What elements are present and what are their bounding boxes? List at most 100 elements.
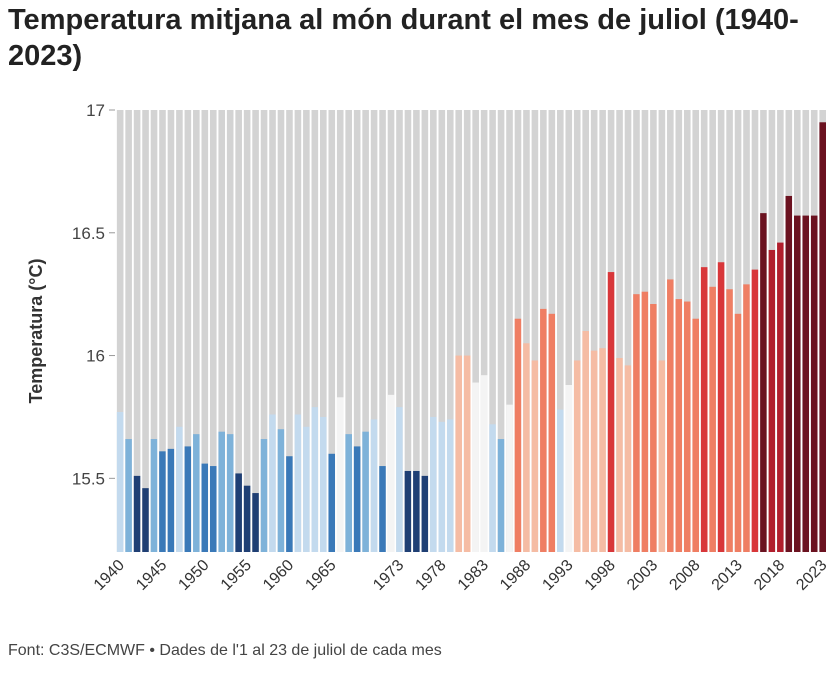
bar-gap — [411, 110, 414, 552]
bar-1946 — [167, 448, 175, 552]
x-tick-label-1940: 1940 — [91, 557, 128, 594]
bar-gap — [775, 110, 778, 552]
bar-1950 — [201, 463, 209, 552]
bar-1966 — [336, 397, 344, 552]
x-tick-label-2003: 2003 — [624, 557, 661, 594]
bar-gap — [639, 110, 642, 552]
bar-gap — [478, 110, 481, 552]
bar-1985 — [497, 439, 505, 552]
bar-gap — [597, 110, 600, 552]
bar-1953 — [226, 434, 234, 552]
bar-1969 — [362, 431, 369, 552]
bar-gap — [605, 110, 608, 552]
bar-2008 — [692, 318, 700, 552]
bar-gap — [682, 110, 684, 552]
bar-gap — [817, 110, 820, 552]
x-tick-label-1955: 1955 — [218, 557, 255, 594]
bar-gap — [267, 110, 270, 552]
bar-gap — [165, 110, 168, 552]
y-axis-title: Temperatura (°C) — [26, 259, 46, 404]
bar-1952 — [218, 431, 226, 552]
bar-1965 — [328, 453, 336, 552]
bar-gap — [741, 110, 744, 552]
bar-1943 — [142, 488, 149, 552]
bar-1976 — [421, 475, 429, 552]
bar-gap — [131, 110, 134, 552]
bar-gap — [724, 110, 727, 552]
bar-2013 — [734, 313, 742, 552]
bar-gap — [462, 110, 464, 552]
bar-gap — [148, 110, 151, 552]
bar-gap — [470, 110, 473, 552]
bar-gap — [318, 110, 321, 552]
bar-1958 — [269, 414, 276, 552]
bar-1945 — [159, 451, 166, 552]
bar-1999 — [616, 358, 623, 552]
bar-2023 — [819, 122, 826, 553]
bar-1983 — [480, 375, 488, 552]
bar-gap — [495, 110, 498, 552]
bar-1981 — [463, 355, 471, 552]
bar-1973 — [396, 407, 403, 552]
bar-2020 — [794, 215, 801, 553]
bar-gap — [521, 110, 524, 552]
y-tick-label: 16 — [86, 347, 105, 366]
bar-1982 — [472, 382, 479, 552]
bar-gap — [631, 110, 634, 552]
bar-gap — [199, 110, 202, 552]
bar-gap — [512, 110, 515, 552]
bar-gap — [665, 110, 668, 552]
bar-gap — [563, 110, 566, 552]
bar-1975 — [413, 470, 420, 552]
bar-2016 — [760, 213, 767, 552]
bar-gap — [225, 110, 227, 552]
bar-2012 — [726, 289, 733, 552]
bar-2019 — [785, 195, 793, 552]
bar-gap — [233, 110, 236, 552]
x-tick-label-1960: 1960 — [260, 557, 297, 594]
bar-gap — [538, 110, 541, 552]
bar-gap — [445, 110, 447, 552]
bar-1972 — [387, 394, 395, 552]
bar-1948 — [184, 446, 192, 552]
bar-1963 — [311, 407, 319, 552]
x-tick-label-1978: 1978 — [412, 557, 449, 594]
bar-gap — [360, 110, 363, 552]
bar-gap — [385, 110, 388, 552]
bar-1987 — [514, 318, 522, 552]
bar-gap — [140, 110, 143, 552]
bar-2006 — [675, 299, 683, 552]
bar-gap — [419, 110, 422, 552]
bar-2014 — [743, 284, 750, 552]
bar-gap — [707, 110, 710, 552]
bar-1986 — [506, 404, 513, 552]
bar-gap — [656, 110, 659, 552]
bar-gap — [614, 110, 617, 552]
bar-gap — [241, 110, 244, 552]
x-tick-label-1973: 1973 — [370, 557, 407, 594]
bar-1991 — [548, 313, 556, 552]
bar-gap — [352, 110, 354, 552]
bar-1942 — [133, 475, 141, 552]
bar-gap — [504, 110, 507, 552]
bar-1990 — [540, 308, 547, 552]
bar-gap — [343, 110, 346, 552]
bar-2002 — [641, 291, 649, 552]
bar-2009 — [700, 267, 708, 552]
bar-gap — [792, 110, 795, 552]
bar-chart: 15.5 16 16.5 17 Temperatura (°C) 1940 1945 1950… — [26, 101, 831, 594]
bar-2018 — [777, 242, 784, 552]
bar-1992 — [557, 409, 564, 552]
bar-gap — [580, 110, 583, 552]
x-tick-label-2008: 2008 — [666, 557, 703, 594]
bar-2000 — [624, 365, 632, 552]
bar-2015 — [751, 269, 759, 552]
y-tick-label: 17 — [86, 101, 105, 120]
bar-gap — [182, 110, 185, 552]
bar-gap — [216, 110, 219, 552]
x-tick-label-1950: 1950 — [175, 557, 212, 594]
bar-gap — [487, 110, 490, 552]
bar-gap — [715, 110, 718, 552]
bar-gap — [292, 110, 295, 552]
bar-1993 — [565, 385, 573, 552]
